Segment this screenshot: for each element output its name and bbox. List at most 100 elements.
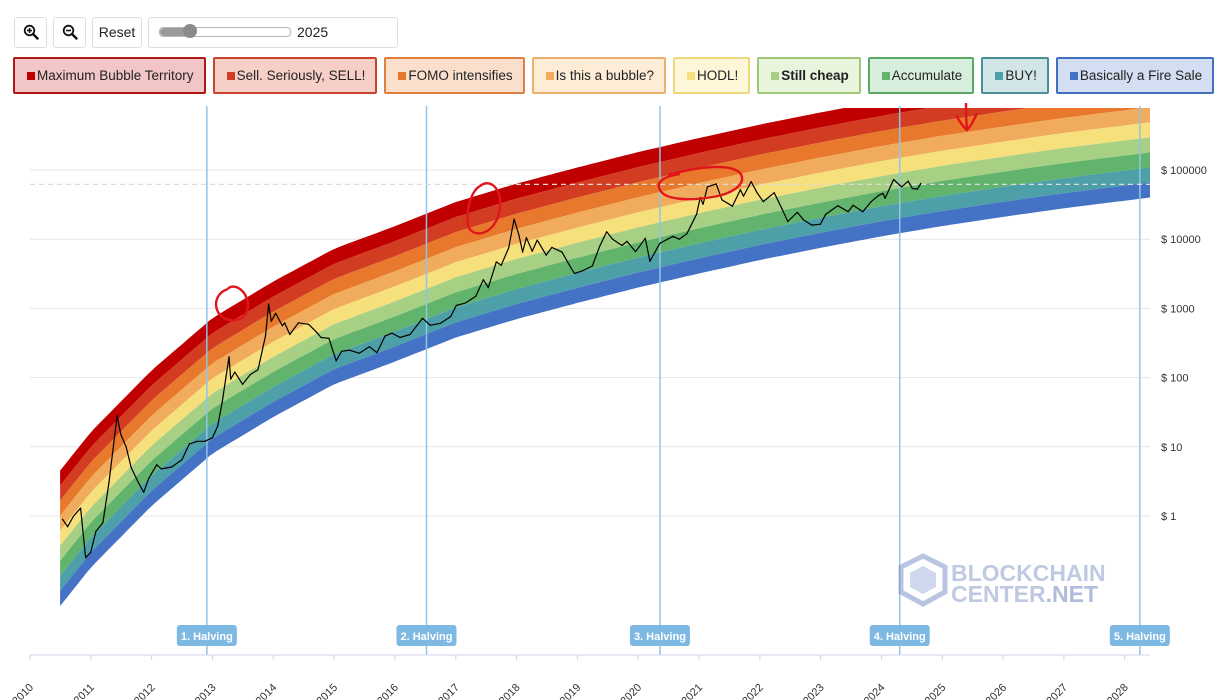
halving-label-box [629,625,690,646]
price-point [696,213,698,215]
legend-label: Still cheap [781,68,849,83]
price-point [358,352,360,354]
price-point [320,336,322,339]
price-point [487,287,489,289]
x-tick-label: 2010 [10,682,36,700]
price-point [750,181,752,183]
price-point [721,199,723,201]
price-point [599,245,601,247]
legend-label: BUY! [1005,68,1037,83]
price-point [341,350,343,352]
halving-label: 3. Halving [634,631,686,643]
circle-annotation-2017 [466,182,502,235]
reset-button[interactable]: Reset [92,16,142,48]
x-tick-label: 2015 [314,682,340,700]
price-point [901,186,903,188]
price-point [686,233,688,235]
rainbow-band [60,108,1144,516]
legend-item[interactable]: Still cheap [757,57,861,94]
x-tick-label: 2028 [1105,682,1131,700]
price-point [156,464,158,466]
legend-swatch [545,71,554,80]
price-point [439,322,442,324]
legend-swatch [226,71,235,80]
price-point [742,195,745,197]
price-point [455,304,457,307]
price-point [270,320,272,322]
price-point [787,220,789,223]
price-point [482,279,484,281]
legend-item[interactable]: Accumulate [867,57,975,94]
price-point [116,415,118,417]
legend-item[interactable]: Is this a bubble? [531,57,666,94]
price-point [882,192,884,194]
legend-item[interactable]: Sell. Seriously, SELL! [212,57,378,94]
price-point [348,349,350,351]
price-point [80,507,82,509]
price-point [819,223,821,225]
price-point [495,261,497,263]
watermark: BLOCKCHAIN CENTER.NET [898,553,1106,607]
price-point [399,336,401,339]
price-point [551,246,553,248]
price-point [678,238,681,240]
price-point [862,211,864,213]
price-point [289,333,291,336]
price-point [518,234,520,236]
price-point [335,360,337,362]
y-axis: $ 1 $ 10 $ 100 $ 1000 $ 10000 $ 100000 [1161,165,1207,523]
price-point [188,443,190,445]
halving-label-box [869,625,930,646]
x-tick-label: 2023 [801,682,827,700]
year-slider[interactable] [159,24,291,38]
price-point [561,251,563,253]
legend-item[interactable]: Basically a Fire Sale [1055,57,1215,94]
year-slider-handle[interactable] [182,24,197,38]
price-point [90,551,92,553]
x-tick-label: 2021 [679,682,705,700]
price-point [606,231,608,233]
price-point [536,239,538,241]
legend-item[interactable]: BUY! [981,57,1049,94]
zoom-out-button[interactable] [53,16,86,48]
year-slider-box: 2025 [148,16,398,48]
legend-item[interactable]: FOMO intensifies [384,57,525,94]
price-point [672,235,674,237]
x-tick-label: 2012 [132,682,158,700]
price-point [802,219,805,221]
y-tick-label: $ 100000 [1161,165,1207,177]
price-point [911,187,914,190]
y-tick-label: $ 100 [1161,373,1189,385]
price-point [525,237,528,239]
x-tick-label: 2013 [193,682,219,700]
halving-label-box [176,625,237,646]
circle-annotation-2021 [657,165,744,201]
legend-swatch [995,71,1004,80]
legend-item[interactable]: Maximum Bubble Territory [13,57,206,94]
price-point [181,459,183,461]
price-point [95,530,97,533]
x-tick-label: 2025 [923,682,949,700]
price-point [591,265,593,267]
y-tick-label: $ 1 [1161,511,1176,523]
legend-label: Maximum Bubble Territory [37,68,194,83]
halving-label: 1. Halving [181,631,233,643]
legend-label: Is this a bubble? [555,68,654,83]
x-axis: 2010 2011 2012 2013 2014 2015 2016 2017 2018 2019… [10,654,1150,700]
price-point [884,197,886,199]
price-point [450,316,452,318]
legend-item[interactable]: HODL! [672,57,751,94]
price-point [221,401,223,403]
price-point [284,322,286,324]
price-point [635,251,637,253]
price-point [811,224,813,226]
arrow-annotation [954,102,979,132]
hand-annotations [214,102,979,322]
price-point [612,238,614,240]
price-point [581,270,584,272]
price-point [837,205,839,207]
x-tick-label: 2011 [72,682,97,700]
chart-toolbar: Reset 2025 [14,16,398,48]
price-point [465,302,467,304]
zoom-in-button[interactable] [14,16,47,48]
